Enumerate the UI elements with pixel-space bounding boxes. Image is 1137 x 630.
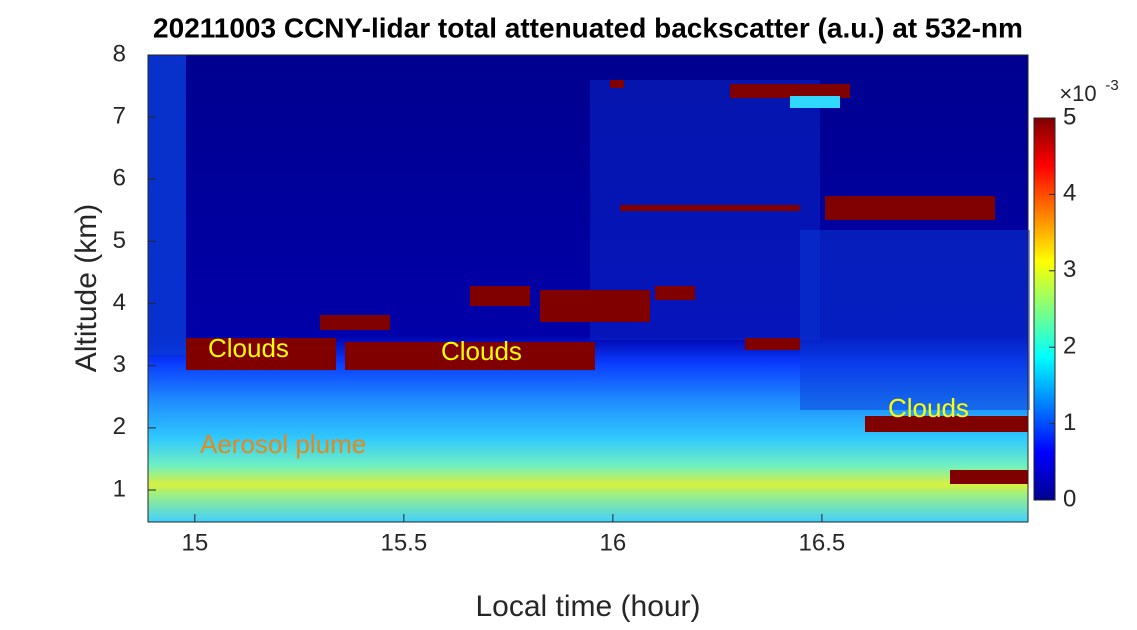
y-tick-label: 8 xyxy=(113,40,126,67)
y-tick-label: 7 xyxy=(113,102,126,129)
colorbar-tick-label: 5 xyxy=(1063,103,1076,130)
plot-frame xyxy=(147,54,1029,523)
annotation: Clouds xyxy=(441,336,522,366)
colorbar-tick-label: 2 xyxy=(1063,333,1076,360)
annotation: Aerosol plume xyxy=(200,429,366,459)
colorbar xyxy=(1033,117,1056,501)
y-tick-label: 2 xyxy=(113,413,126,440)
colorbar-scale: ×10 xyxy=(1059,81,1096,106)
x-tick-label: 16.5 xyxy=(799,529,846,556)
y-tick-label: 4 xyxy=(113,289,126,316)
y-tick-label: 3 xyxy=(113,351,126,378)
y-tick-label: 1 xyxy=(113,475,126,502)
y-axis-label: Altitude (km) xyxy=(70,204,103,372)
colorbar-tick-label: 0 xyxy=(1063,485,1076,512)
y-tick-label: 5 xyxy=(113,227,126,254)
x-tick-label: 15.5 xyxy=(380,529,427,556)
colorbar-exponent: -3 xyxy=(1105,77,1118,94)
x-axis-label: Local time (hour) xyxy=(475,590,700,623)
chart-title: 20211003 CCNY-lidar total attenuated bac… xyxy=(153,12,1023,43)
colorbar-tick-label: 1 xyxy=(1063,409,1076,436)
y-tick-label: 6 xyxy=(113,165,126,192)
x-tick-label: 15 xyxy=(181,529,208,556)
annotation: Clouds xyxy=(208,333,289,363)
backscatter-field xyxy=(148,55,1030,522)
x-tick-label: 16 xyxy=(600,529,627,556)
colorbar-tick-label: 3 xyxy=(1063,256,1076,283)
annotation: Clouds xyxy=(888,393,969,423)
colorbar-tick-label: 4 xyxy=(1063,180,1076,207)
